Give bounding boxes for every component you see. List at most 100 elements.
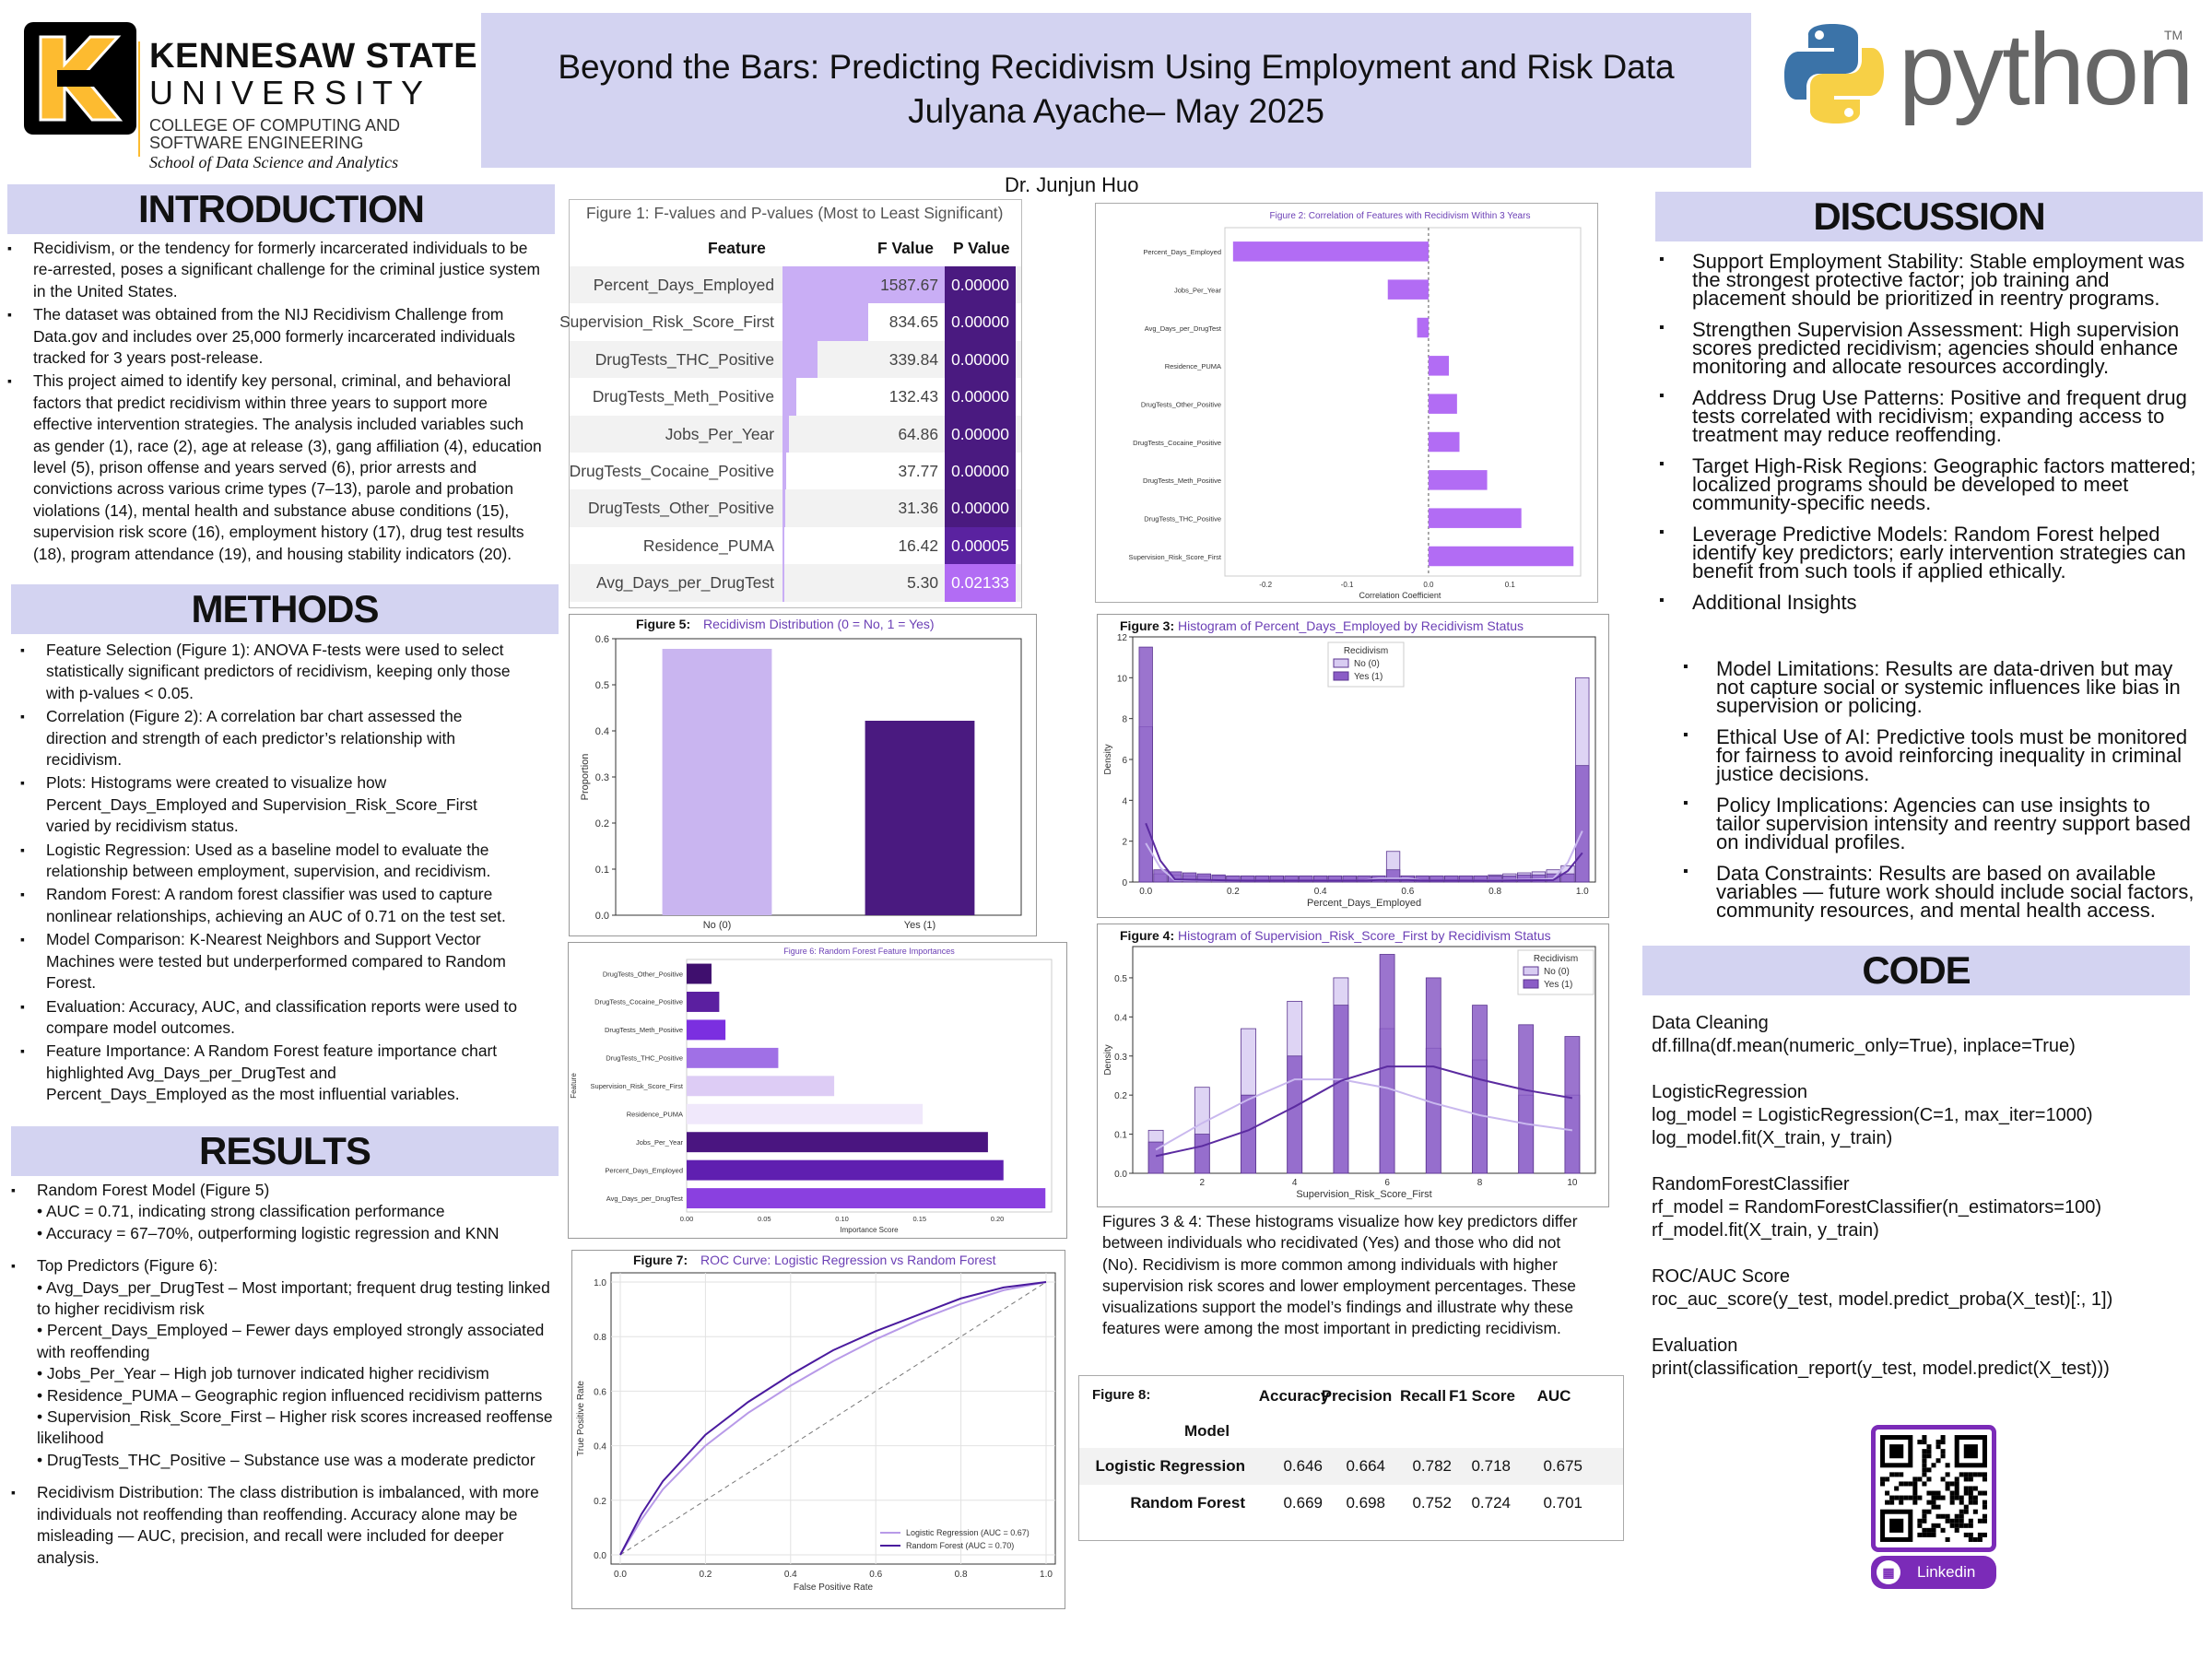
code-line: rf_model = RandomForestClassifier(n_esti… [1652,1197,2101,1218]
fig3-bar [1488,875,1502,883]
qr-module [1954,1486,1959,1491]
fig6-bar [687,1076,835,1097]
fig1-f-bar [782,378,796,416]
qr-module [1926,1532,1932,1537]
fig7-ytick: 0.6 [594,1387,606,1397]
figure-1-table: Figure 1: F-values and P-values (Most to… [559,199,1022,608]
qr-module [1936,1495,1941,1500]
fig3-bar [1226,875,1241,883]
fig4-legend-title: Recidivism [1534,954,1578,964]
code-spacer [1652,1058,2195,1081]
fig1-header-row: Feature F Value P Value [570,231,1021,266]
qr-module [1940,1495,1946,1500]
fig2-category-label: Avg_Days_per_DrugTest [1145,324,1222,333]
method-item: Evaluation: Accuracy, AUC, and classific… [20,996,518,1040]
qr-code[interactable] [1871,1425,1996,1552]
qr-module [1959,1513,1964,1519]
fig2-bar [1417,317,1429,338]
fig4-caption: Figure 4: Histogram of Supervision_Risk_… [1120,928,1551,943]
method-item: Feature Importance: A Random Forest feat… [20,1041,518,1105]
fig2-category-label: DrugTests_Cocaine_Positive [1133,439,1221,447]
linkedin-button[interactable]: ▦ Linkedin [1871,1556,1996,1589]
figure-6: Figure 6: Random Forest Feature Importan… [568,942,1067,1239]
fig4-legend-label: No (0) [1544,967,1570,977]
qr-module [1936,1490,1941,1496]
qr-module [1968,1495,1973,1500]
fig6-xtick: 0.05 [758,1215,771,1223]
fig4-bar [1564,1036,1581,1174]
qr-module [1926,1477,1932,1482]
university-subname: UNIVERSITY [149,74,432,112]
results-list: Random Forest Model (Figure 5) • AUC = 0… [11,1180,555,1571]
fig3-bar [1168,871,1182,883]
qr-module [1982,1477,1987,1482]
qr-module [1889,1500,1895,1505]
qr-module [1963,1504,1969,1510]
qr-module [1982,1504,1987,1510]
fig8-col-header: Recall [1399,1387,1447,1405]
fig1-fvalue: 31.36 [898,499,938,518]
fig5-bar [662,649,772,915]
intro-item: This project aimed to identify key perso… [7,371,542,565]
fig1-feature: DrugTests_Other_Positive [587,499,774,518]
fig5-chart: 0.0 0.1 0.2 0.3 0.4 0.5 0.6 No (0) Yes (1) Propor… [580,634,1022,931]
fig2-xtick: 0.0 [1423,581,1434,589]
qr-module [1959,1500,1964,1505]
fig4-bar [1147,1141,1164,1174]
qr-module [1972,1536,1978,1542]
fig5-ytick: 0.0 [595,911,609,922]
fig7-xtick: 0.4 [784,1570,797,1580]
fig4-ytick: 0.0 [1114,1170,1127,1180]
qr-module [1959,1518,1964,1524]
intro-item: The dataset was obtained from the NIJ Re… [7,304,542,369]
figure-8-table: Figure 8: Accuracy Precision Recall F1 Scor… [1078,1375,1624,1541]
fig7-xtick: 0.0 [614,1570,627,1580]
fig1-f-bar [782,266,945,304]
fig4-bar [1194,1134,1210,1174]
discussion-item: Support Employment Stability: Stable emp… [1659,251,2203,309]
qr-module [1968,1518,1973,1524]
qr-module [1894,1495,1900,1500]
qr-module [1922,1509,1927,1514]
fig8-model-name: Random Forest [1130,1494,1245,1512]
fig4-bar [1472,1005,1488,1174]
qr-module [1880,1477,1886,1482]
qr-module [1954,1477,1959,1482]
fig8-cell: 0.669 [1283,1494,1323,1512]
qr-module [1949,1500,1955,1505]
fig1-feature: DrugTests_Meth_Positive [592,387,774,406]
fig2-bar [1428,546,1574,567]
fig2-bar [1428,470,1488,490]
fig2-category-label: Jobs_Per_Year [1174,286,1222,294]
fig3-legend-swatch [1333,671,1349,681]
qr-module [1931,1463,1936,1468]
qr-module [1889,1472,1895,1477]
discussion-subitem: Policy Implications: Agencies can use in… [1683,794,2199,853]
qr-module [1954,1518,1959,1524]
fig3-chart: 0 2 4 6 8 10 12 0.0 0.2 0.4 0.6 0.8 1.0 Percent_Days_… [1103,633,1596,909]
fig6-xtick: 0.15 [912,1215,926,1223]
qr-module [1908,1495,1913,1500]
fig6-bar [687,992,720,1012]
fig4-xtick: 6 [1384,1178,1390,1188]
fig8-col-header: Accuracy [1258,1387,1330,1405]
fig3-ytick: 4 [1122,796,1127,806]
methods-list: Feature Selection (Figure 1): ANOVA F-te… [20,640,518,1108]
fig1-fvalue: 64.86 [898,424,938,443]
qr-module [1949,1490,1955,1496]
fig5-ytick: 0.3 [595,772,609,783]
fig6-bar [687,1047,779,1068]
fig1-row: DrugTests_Other_Positive 31.36 0.00000 [570,489,1021,527]
fig4-kde-line [1155,1065,1573,1158]
fig2-bar [1428,394,1457,414]
fig3-ytick: 2 [1122,838,1127,848]
fig6-xtick: 0.10 [835,1215,849,1223]
fig4-bar [1333,1005,1349,1174]
qr-module [1936,1513,1941,1519]
fig3-legend-swatch [1333,658,1349,668]
qr-module [1917,1477,1923,1482]
fig1-feature: Jobs_Per_Year [665,424,774,443]
fig6-bar [687,963,712,984]
fig2-xtick: -0.1 [1341,581,1354,589]
qr-module [1954,1490,1959,1496]
